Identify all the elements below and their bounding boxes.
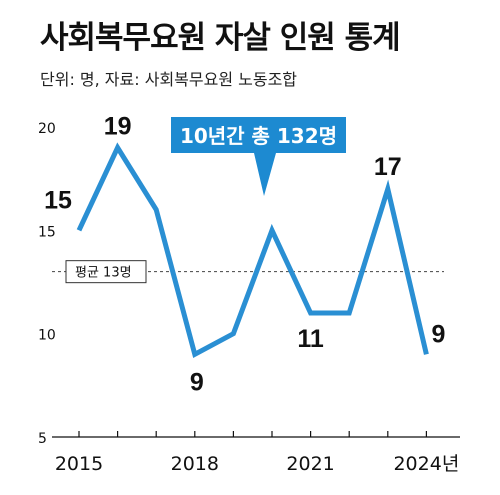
x-tick-label: 2021 bbox=[286, 453, 334, 475]
y-tick-label: 15 bbox=[38, 224, 56, 240]
callout-bubble bbox=[171, 117, 346, 196]
average-group: 평균 13명 bbox=[52, 260, 444, 284]
callout-text: 10년간 총 132명 bbox=[180, 124, 337, 148]
data-label: 17 bbox=[374, 153, 402, 181]
data-label: 9 bbox=[190, 368, 204, 396]
x-axis: 2015 2018 2021 2024년 bbox=[52, 431, 460, 475]
y-tick-label: 5 bbox=[38, 431, 47, 447]
chart-subtitle: 단위: 명, 자료: 사회복무요원 노동조합 bbox=[40, 70, 298, 89]
chart-title: 사회복무요원 자살 인원 통계 bbox=[40, 20, 401, 56]
x-tick-label: 2015 bbox=[55, 453, 103, 475]
average-label-box bbox=[65, 260, 147, 284]
x-tick-label: 2018 bbox=[171, 453, 219, 475]
callout: 10년간 총 132명 bbox=[171, 117, 346, 196]
average-label: 평균 13명 bbox=[75, 266, 132, 281]
y-tick-label: 10 bbox=[38, 328, 56, 344]
y-axis: 5 10 15 20 bbox=[38, 121, 56, 447]
data-label: 19 bbox=[104, 113, 132, 141]
data-label: 15 bbox=[44, 186, 72, 214]
series-line bbox=[76, 142, 429, 359]
series-group: 15 19 9 11 17 9 bbox=[44, 113, 445, 397]
y-tick-label: 20 bbox=[38, 121, 56, 137]
data-label: 11 bbox=[297, 325, 324, 353]
data-label: 9 bbox=[431, 320, 445, 348]
x-tick-label: 2024년 bbox=[393, 453, 459, 475]
